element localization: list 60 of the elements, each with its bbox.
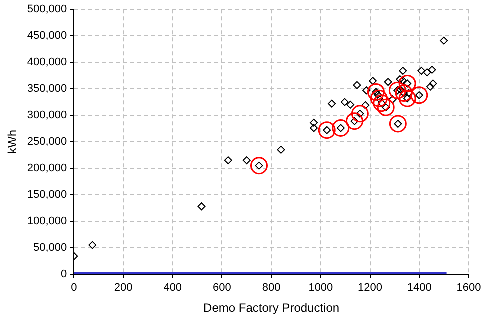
point — [370, 90, 388, 108]
point — [429, 80, 438, 88]
y-tick-label: 500,000 — [27, 4, 68, 16]
point — [310, 124, 318, 132]
point — [362, 101, 370, 110]
point — [340, 98, 349, 106]
point — [277, 146, 286, 154]
y-tick-label: 150,000 — [27, 188, 68, 201]
x-tick-label: 400 — [164, 282, 182, 294]
point — [440, 36, 448, 45]
point — [242, 156, 251, 165]
x-tick-label: 1600 — [456, 282, 482, 294]
point — [426, 82, 435, 91]
x-tick-label: 600 — [213, 282, 232, 294]
y-tick-label: 400,000 — [27, 56, 68, 69]
point — [423, 68, 432, 77]
point — [428, 66, 436, 74]
y-tick-label: 250,000 — [27, 136, 68, 148]
point — [389, 115, 407, 133]
x-tick-label: 800 — [262, 282, 281, 294]
point — [250, 157, 268, 175]
point — [388, 82, 406, 100]
y-tick-label: 450,000 — [27, 30, 68, 42]
y-tick-label: 50,000 — [34, 242, 68, 254]
x-tick-label: 1400 — [407, 282, 432, 294]
point — [362, 86, 371, 95]
point — [318, 122, 336, 140]
x-tick-label: 0 — [71, 282, 78, 294]
x-tick-label: 1200 — [358, 282, 383, 294]
point — [369, 77, 378, 86]
point — [353, 81, 362, 90]
point — [399, 67, 408, 76]
point — [346, 100, 355, 109]
y-tick-label: 100,000 — [27, 215, 68, 228]
point — [410, 86, 428, 104]
x-tick-label: 1000 — [308, 282, 334, 294]
point — [224, 156, 232, 165]
point — [398, 74, 416, 92]
point — [395, 84, 413, 102]
point — [328, 100, 336, 108]
point — [198, 202, 206, 211]
y-tick-label: 200,000 — [27, 162, 68, 175]
y-tick-label: 0 — [61, 268, 68, 280]
point — [398, 90, 416, 108]
point — [418, 67, 426, 76]
point — [346, 112, 364, 130]
point — [377, 98, 395, 116]
x-tick-label: 200 — [114, 282, 133, 294]
point — [88, 241, 97, 250]
y-axis-title: kWh — [6, 130, 20, 154]
x-axis-title: Demo Factory Production — [204, 301, 340, 316]
y-tick-label: 350,000 — [27, 83, 68, 96]
point — [373, 94, 391, 112]
point — [310, 118, 318, 127]
point — [384, 78, 392, 86]
point — [351, 105, 369, 123]
point — [367, 83, 385, 101]
y-tick-label: 300,000 — [27, 110, 68, 122]
point — [396, 76, 404, 84]
point — [332, 119, 350, 137]
